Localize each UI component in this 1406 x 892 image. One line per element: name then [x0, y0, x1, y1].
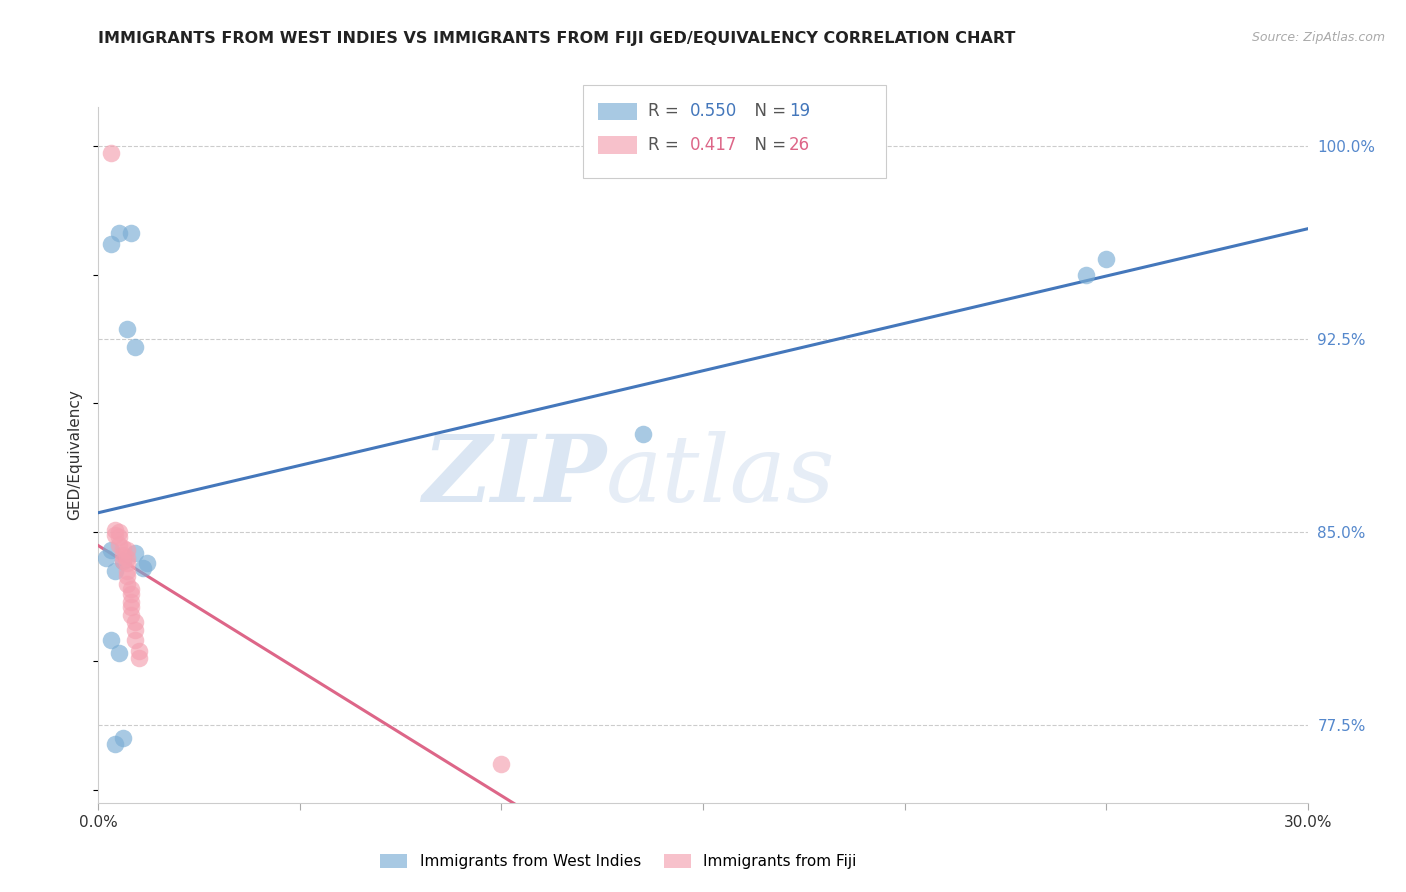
Point	[124, 623, 146, 637]
Point	[120, 607, 142, 622]
Text: R =: R =	[648, 103, 685, 120]
Point	[120, 582, 142, 596]
Point	[107, 227, 129, 241]
Point	[115, 556, 138, 570]
Point	[120, 595, 142, 609]
Point	[1095, 252, 1118, 266]
Point	[120, 227, 142, 241]
Point	[631, 427, 654, 442]
Text: R =: R =	[648, 136, 685, 154]
Point	[115, 564, 138, 578]
Text: 0.550: 0.550	[690, 103, 738, 120]
Point	[1074, 268, 1097, 282]
Text: ZIP: ZIP	[422, 431, 606, 521]
Point	[100, 236, 122, 251]
Legend: Immigrants from West Indies, Immigrants from Fiji: Immigrants from West Indies, Immigrants …	[374, 848, 863, 875]
Point	[103, 737, 125, 751]
Point	[115, 551, 138, 566]
Point	[135, 556, 157, 570]
Point	[115, 569, 138, 583]
Text: Source: ZipAtlas.com: Source: ZipAtlas.com	[1251, 31, 1385, 45]
Point	[128, 651, 150, 665]
Point	[107, 525, 129, 540]
Y-axis label: GED/Equivalency: GED/Equivalency	[67, 390, 83, 520]
Point	[103, 564, 125, 578]
Text: atlas: atlas	[606, 431, 835, 521]
Point	[111, 549, 134, 563]
Point	[124, 340, 146, 354]
Point	[128, 644, 150, 658]
Point	[120, 587, 142, 601]
Text: N =: N =	[744, 103, 792, 120]
Point	[100, 633, 122, 648]
Point	[491, 757, 513, 772]
Point	[124, 633, 146, 648]
Point	[115, 321, 138, 335]
Point	[115, 543, 138, 558]
Text: 26: 26	[789, 136, 810, 154]
Point	[103, 523, 125, 537]
Point	[111, 553, 134, 567]
Point	[100, 543, 122, 558]
Point	[124, 546, 146, 560]
Point	[107, 538, 129, 552]
Text: N =: N =	[744, 136, 792, 154]
Point	[111, 553, 134, 567]
Point	[124, 615, 146, 630]
Point	[115, 576, 138, 591]
Text: IMMIGRANTS FROM WEST INDIES VS IMMIGRANTS FROM FIJI GED/EQUIVALENCY CORRELATION : IMMIGRANTS FROM WEST INDIES VS IMMIGRANT…	[98, 31, 1015, 46]
Point	[111, 731, 134, 746]
Point	[100, 146, 122, 161]
Point	[103, 528, 125, 542]
Point	[107, 646, 129, 660]
Text: 19: 19	[789, 103, 810, 120]
Point	[96, 551, 118, 566]
Text: 0.417: 0.417	[690, 136, 738, 154]
Point	[107, 530, 129, 544]
Point	[132, 561, 155, 575]
Point	[111, 541, 134, 555]
Point	[120, 599, 142, 614]
